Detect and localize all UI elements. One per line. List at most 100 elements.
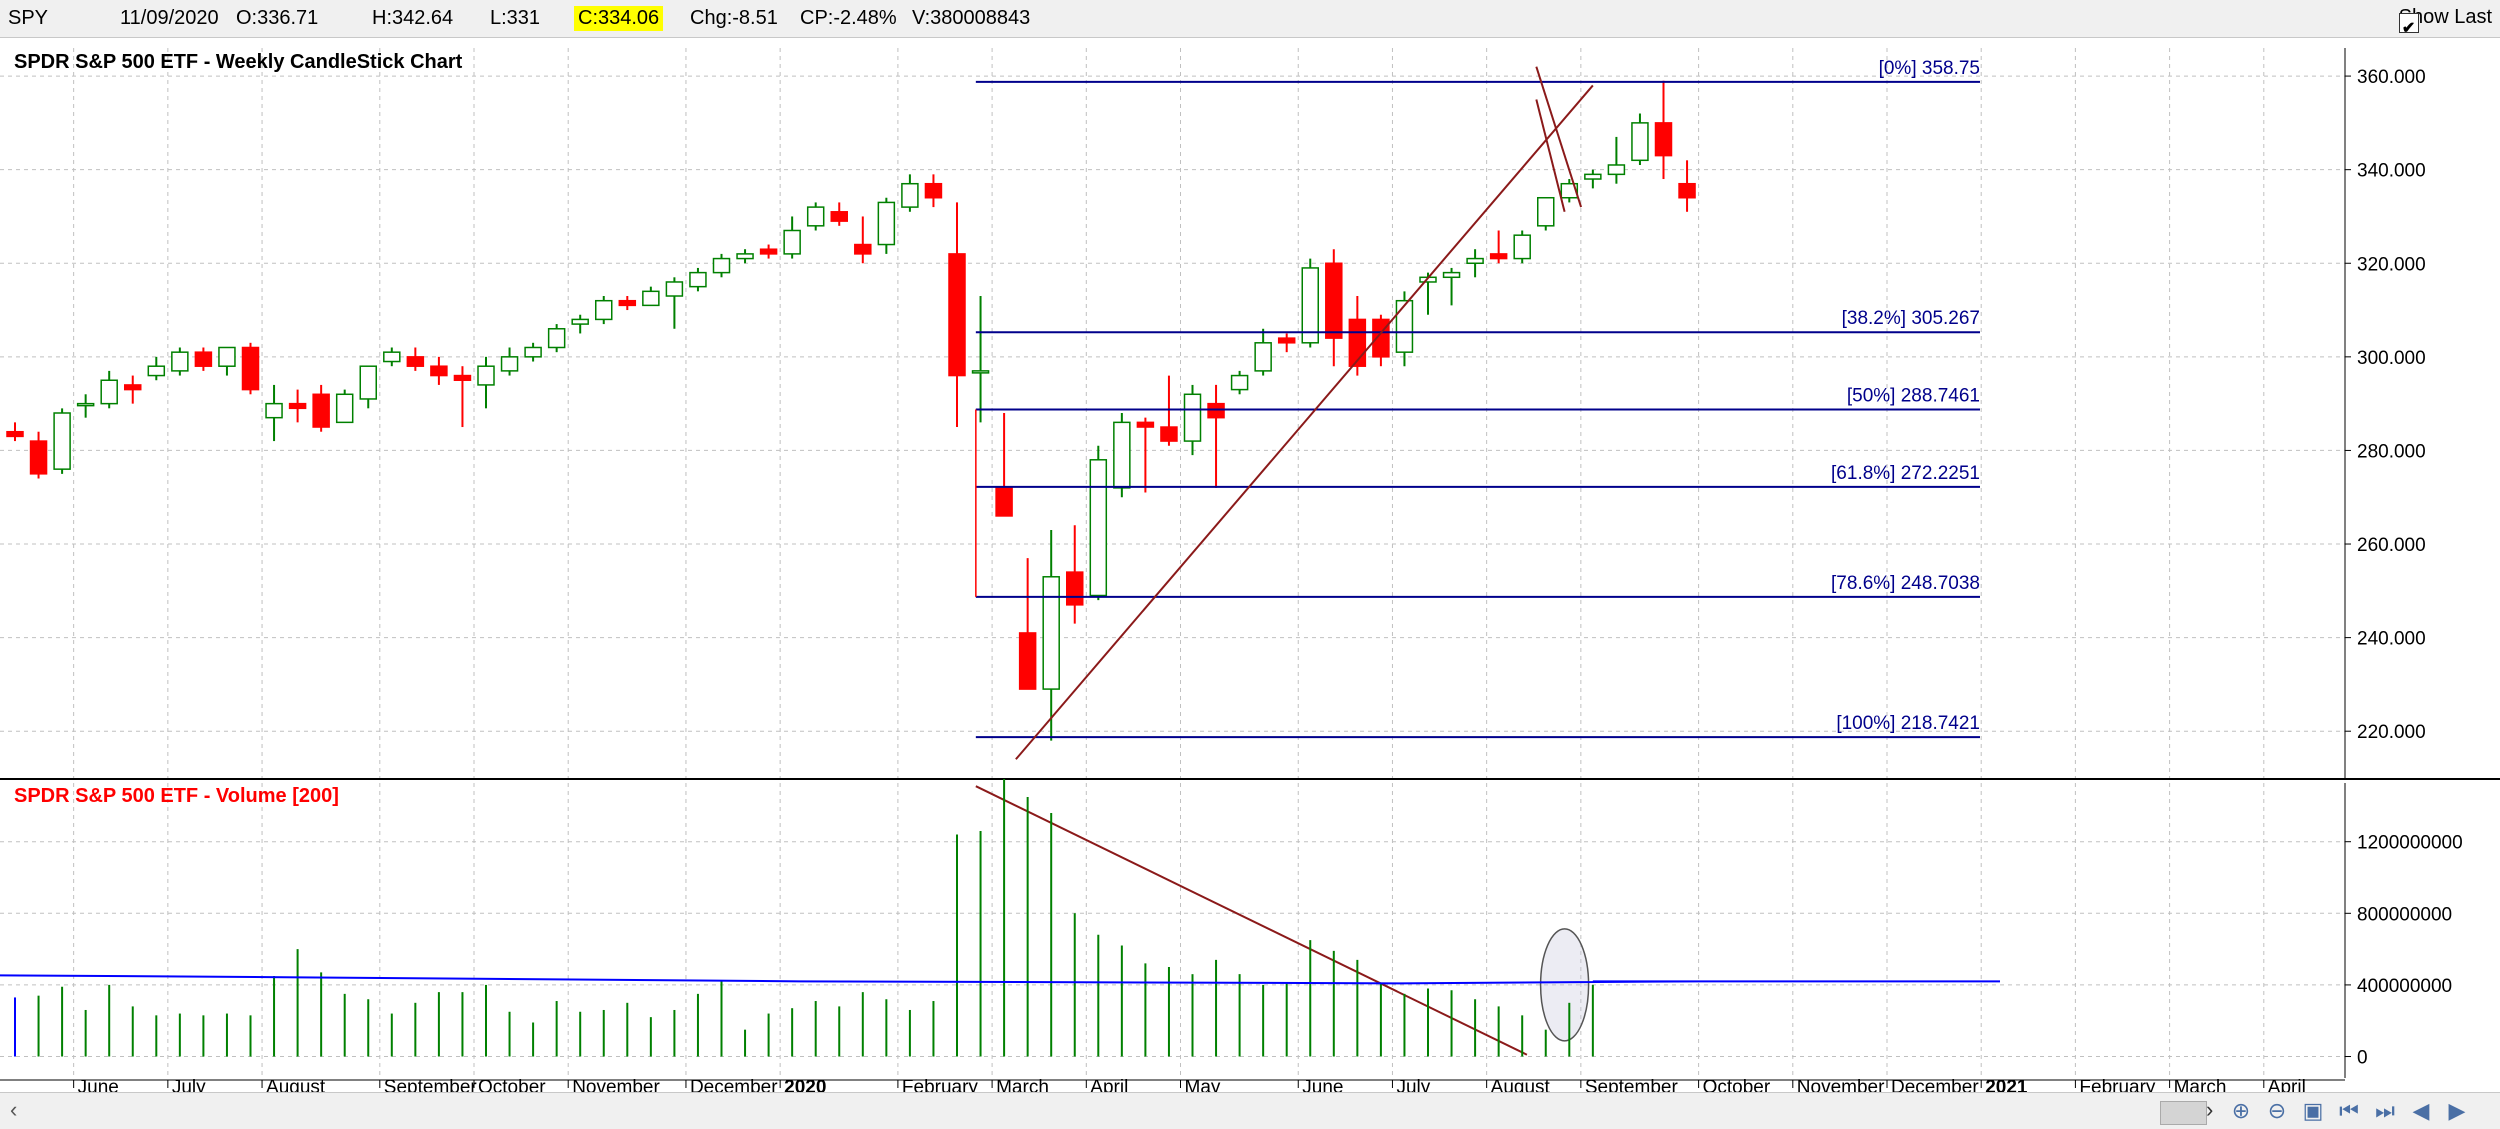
candle-body-up	[712, 257, 731, 274]
candle-body-down	[1160, 426, 1178, 442]
candle-body-down	[1678, 182, 1696, 199]
step-back-icon[interactable]: ◀	[2412, 1098, 2430, 1123]
date-label: 11/09/2020	[120, 7, 219, 29]
price-axis-ticks: 220.000 240.000 260.000 280.000 300.000 320.0…	[2345, 67, 2426, 743]
price-tick-label: 220.000	[2357, 722, 2426, 743]
price-trend-line	[1535, 66, 1583, 208]
volume-label: V:380008843	[912, 7, 1031, 29]
chart-area[interactable]: 220.000 240.000 260.000 280.000 300.000 320.0…	[0, 38, 2500, 1092]
price-trend-line	[1015, 84, 1594, 760]
candle-body-up	[265, 402, 283, 419]
go-start-icon[interactable]: ⏮	[2339, 1098, 2359, 1123]
candle-body-down	[1489, 253, 1508, 260]
candle-body-up	[1631, 122, 1649, 162]
candle-body-up	[877, 201, 896, 246]
candle-body-down	[830, 211, 848, 222]
candle-body-up	[477, 365, 495, 386]
candle-body-down	[430, 365, 448, 377]
candle-body-up	[1466, 257, 1484, 265]
quote-header: SPY 11/09/2020 O:336.71 H:342.64 L:331 C…	[0, 0, 2500, 38]
price-tick-label: 280.000	[2357, 441, 2426, 462]
scroll-right-icon[interactable]: ›	[2206, 1097, 2214, 1122]
candle-body-down	[6, 430, 24, 438]
open-label: O:336.71	[236, 7, 319, 29]
x-tick-label: August	[1491, 1077, 1551, 1092]
candle-body-up	[1301, 267, 1319, 344]
volume-tick-label: 0	[2357, 1048, 2368, 1069]
go-end-icon[interactable]: ⏭	[2375, 1098, 2395, 1123]
fib-level-label: [100%] 218.7421	[1836, 713, 1980, 734]
candle-body-down	[1325, 262, 1343, 339]
candle-body-up	[665, 281, 684, 297]
candle-body-up	[1584, 173, 1602, 180]
volume-highlight-ellipse	[1539, 928, 1590, 1042]
candle-body-up	[1537, 196, 1555, 227]
candle-body-down	[618, 299, 637, 307]
candle-body-up	[689, 271, 707, 288]
candle-body-up	[1230, 374, 1249, 391]
candle-body-up	[1513, 234, 1531, 260]
fib-level-label: [0%] 358.75	[1879, 58, 1980, 79]
show-last-label: Show Last	[2398, 6, 2492, 28]
symbol-label: SPY	[8, 7, 49, 29]
scroll-bar[interactable]: ‹ › ⊕ ⊖ ▣ ⏮ ⏭ ◀ ▶	[0, 1092, 2500, 1129]
step-forward-icon[interactable]: ▶	[2448, 1098, 2466, 1123]
price-chart-title: SPDR S&P 500 ETF - Weekly CandleStick Ch…	[14, 51, 463, 73]
zoom-in-icon[interactable]: ⊕	[2231, 1098, 2251, 1123]
show-last-toggle[interactable]: ✔ Show Last	[2398, 6, 2492, 37]
volume-tick-label: 400000000	[2357, 976, 2452, 997]
x-tick-label: March	[2174, 1077, 2227, 1092]
x-tick-label: July	[172, 1077, 206, 1092]
x-tick-label: June	[1302, 1077, 1343, 1092]
candle-body-down	[453, 374, 472, 381]
fib-level-label: [78.6%] 248.7038	[1831, 573, 1980, 594]
candle-body-down	[924, 182, 943, 199]
volume-tick-label: 1200000000	[2357, 833, 2463, 854]
price-tick-label: 320.000	[2357, 254, 2426, 275]
x-tick-label: March	[996, 1077, 1049, 1092]
candle-body-up	[53, 412, 71, 470]
volume-moving-average	[0, 974, 2000, 985]
x-tick-label: May	[1185, 1077, 1221, 1092]
fit-icon[interactable]: ▣	[2302, 1098, 2324, 1123]
candle-body-up	[147, 365, 166, 377]
candle-body-down	[1277, 337, 1296, 344]
candle-body-down	[1136, 421, 1155, 428]
chart-navigation: ⊕ ⊖ ▣ ⏮ ⏭ ◀ ▶	[2226, 1097, 2472, 1125]
fib-level-label: [50%] 288.7461	[1847, 386, 1980, 407]
x-tick-label: December	[1891, 1077, 1979, 1092]
price-grid	[0, 48, 2345, 778]
scroll-thumb[interactable]	[2160, 1101, 2207, 1125]
candle-body-up	[76, 402, 95, 407]
fib-level-label: [38.2%] 305.267	[1842, 308, 1980, 329]
candle-body-up	[901, 182, 919, 208]
x-tick-label: February	[902, 1077, 979, 1092]
candle-body-down	[1018, 632, 1037, 690]
candle-body-up	[571, 318, 589, 325]
x-tick-label: October	[1703, 1077, 1771, 1092]
candle-body-down	[948, 253, 966, 377]
change-percent-label: CP:-2.48%	[800, 7, 897, 29]
x-tick-label: 2021	[1985, 1077, 2028, 1092]
candle-body-down	[194, 351, 213, 367]
candle-body-up	[1442, 271, 1461, 279]
candle-body-down	[241, 346, 260, 391]
zoom-out-icon[interactable]: ⊖	[2267, 1098, 2287, 1123]
volume-trend-line	[975, 785, 1528, 1056]
candles	[6, 80, 1696, 741]
price-tick-label: 340.000	[2357, 161, 2426, 182]
candle-body-down	[29, 440, 48, 475]
x-axis-labels: June July August September October November De…	[73, 1077, 2306, 1092]
price-tick-label: 360.000	[2357, 67, 2426, 88]
x-tick-label: September	[1585, 1077, 1679, 1092]
fibonacci-levels[interactable]: [0%] 358.75 [38.2%] 305.267 [50%] 288.7461…	[975, 58, 1980, 739]
scroll-left-icon[interactable]: ‹	[10, 1097, 18, 1122]
candle-body-up	[806, 206, 825, 227]
candle-body-up	[971, 370, 990, 374]
x-tick-label: November	[572, 1077, 660, 1092]
volume-bars	[0, 779, 2000, 1057]
show-last-checkbox[interactable]: ✔	[2398, 13, 2419, 37]
candle-body-up	[524, 346, 542, 358]
candle-body-down	[759, 248, 778, 255]
trend-lines[interactable]	[975, 66, 1594, 1056]
